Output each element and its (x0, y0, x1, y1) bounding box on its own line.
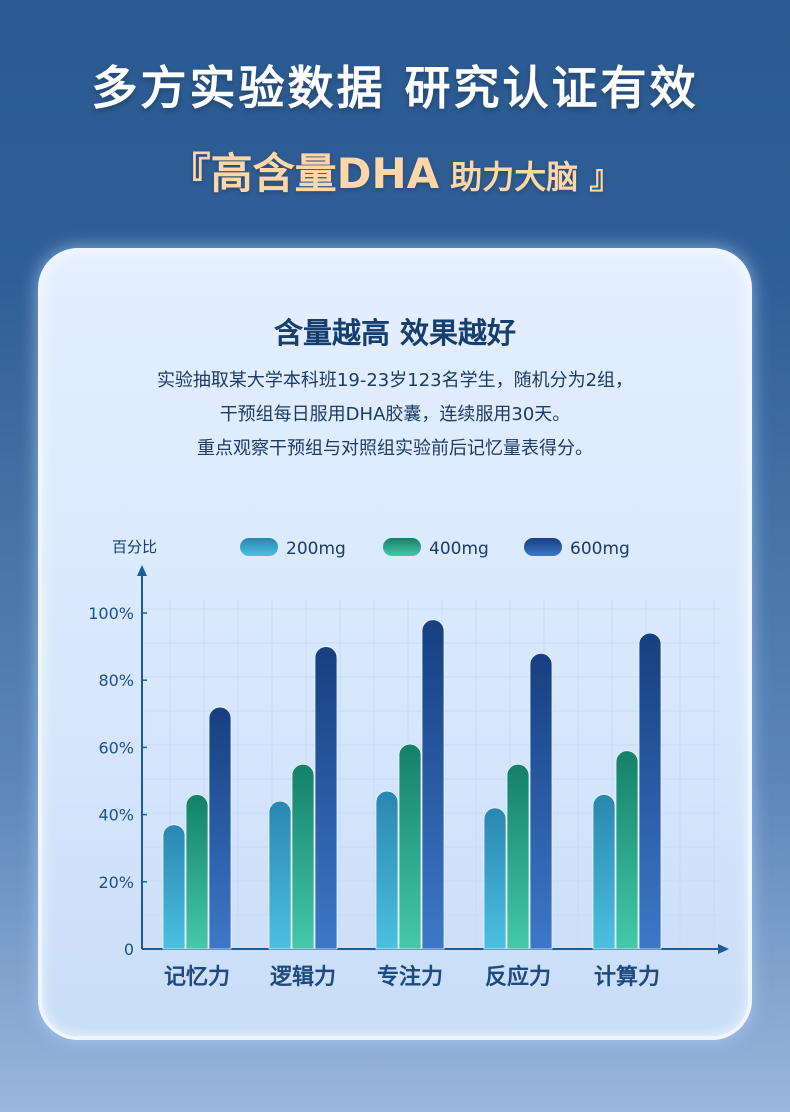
y-tick-label: 20% (98, 873, 134, 892)
subtitle-main: 高含量DHA (210, 149, 440, 198)
y-tick-label: 100% (88, 604, 134, 623)
x-tick-label: 专注力 (377, 964, 443, 990)
legend-swatch-400mg (383, 538, 421, 556)
y-axis-label: 百分比 (112, 538, 157, 556)
x-axis-arrow-icon (718, 944, 729, 954)
desc-line: 干预组每日服用DHA胶囊，连续服用30天。 (219, 404, 571, 425)
bar-记忆力-200mg (162, 824, 186, 950)
subtitle-small: 助力大脑 (439, 158, 579, 196)
bar-反应力-200mg (483, 807, 507, 950)
subtitle-open-bracket: 『 (168, 149, 211, 198)
bar-专注力-400mg (398, 743, 422, 950)
y-tick-label: 0 (124, 940, 134, 959)
bar-反应力-400mg (506, 763, 530, 950)
bar-记忆力-600mg (208, 706, 232, 950)
bar-逻辑力-200mg (268, 800, 292, 950)
bar-记忆力-400mg (185, 794, 209, 950)
bar-计算力-200mg (592, 794, 616, 950)
bar-计算力-400mg (615, 750, 639, 950)
bar-反应力-600mg (529, 653, 553, 950)
page-subtitle: 『高含量DHA 助力大脑 』 (0, 140, 790, 201)
x-tick-label: 逻辑力 (270, 964, 336, 990)
y-tick-label: 60% (98, 738, 134, 757)
page-title: 多方实验数据 研究认证有效 (91, 61, 699, 115)
legend-swatch-600mg (524, 538, 562, 556)
desc-line: 实验抽取某大学本科班19-23岁123名学生，随机分为2组， (156, 370, 634, 391)
y-axis-arrow-icon (137, 565, 147, 576)
bar-逻辑力-600mg (314, 646, 338, 950)
bar-专注力-600mg (421, 619, 445, 950)
y-tick-label: 80% (98, 671, 134, 690)
card-description: 实验抽取某大学本科班19-23岁123名学生，随机分为2组， 干预组每日服用DH… (42, 364, 748, 466)
bar-逻辑力-400mg (291, 763, 315, 950)
x-tick-label: 计算力 (594, 964, 660, 990)
legend-label-200mg: 200mg (286, 539, 346, 559)
bar-专注力-200mg (375, 790, 399, 950)
legend-swatch-200mg (240, 538, 278, 556)
legend-label-600mg: 600mg (570, 539, 630, 559)
x-tick-label: 记忆力 (164, 964, 230, 990)
bar-计算力-600mg (638, 632, 662, 950)
x-tick-label: 反应力 (485, 964, 551, 990)
desc-line: 重点观察干预组与对照组实验前后记忆量表得分。 (197, 438, 593, 459)
subtitle-close-bracket: 』 (578, 158, 622, 196)
card-heading: 含量越高 效果越好 (273, 316, 517, 350)
legend-label-400mg: 400mg (429, 539, 489, 559)
y-tick-label: 40% (98, 806, 134, 825)
